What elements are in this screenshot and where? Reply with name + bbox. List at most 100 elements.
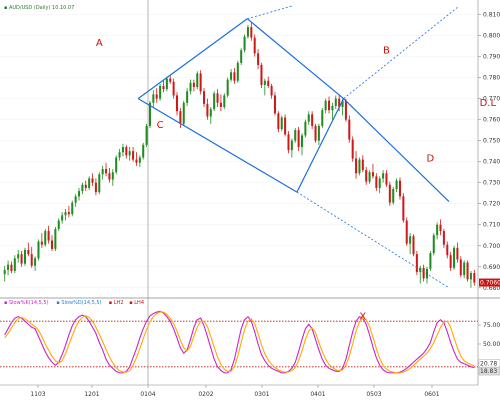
trendline-b <box>246 18 344 100</box>
candle-body <box>250 27 253 38</box>
candle-body <box>473 273 476 283</box>
bearish-candle <box>105 162 108 177</box>
candle-body <box>378 178 381 188</box>
candle-body <box>240 50 243 63</box>
oscillator-series-line <box>4 311 475 374</box>
candle-body <box>135 159 138 163</box>
bullish-candle <box>395 178 398 193</box>
bearish-candle <box>94 178 97 196</box>
bearish-candle <box>27 242 30 257</box>
candle-body <box>219 102 222 108</box>
candle-body <box>324 100 327 111</box>
candle-body <box>284 117 287 135</box>
oscillator-legend: ▪ Slow%K(14,5,5) ▪ Slow%D(14,5,5) ▪ LH2 ▪ L… <box>4 300 144 306</box>
bullish-candle <box>138 155 141 167</box>
candle-body <box>246 27 249 37</box>
candle-body <box>13 258 16 271</box>
bullish-candle <box>145 123 148 147</box>
bullish-candle <box>121 143 124 157</box>
bullish-candle <box>152 90 155 108</box>
candle-body <box>436 224 439 236</box>
candle-body <box>44 231 47 245</box>
candle-body <box>300 135 304 147</box>
bullish-candle <box>378 176 381 194</box>
candle-body <box>182 102 185 124</box>
candle-body <box>10 264 13 271</box>
bearish-candle <box>466 260 469 282</box>
candle-body <box>50 240 54 249</box>
bearish-candle <box>47 225 50 244</box>
candle-body <box>223 95 226 108</box>
bullish-candle <box>392 186 395 205</box>
candle-body <box>331 105 334 111</box>
candle-body <box>290 140 293 151</box>
bullish-candle <box>432 233 435 256</box>
candle-body <box>442 231 445 245</box>
bullish-candle <box>44 228 47 247</box>
candle-body <box>98 174 101 193</box>
candle-body <box>463 262 466 276</box>
candle-body <box>148 102 151 126</box>
bullish-candle <box>111 169 114 186</box>
pattern-label: D.L <box>480 98 497 109</box>
price-panel: ▪ AUD/USD (Daily) 10.10.07 A B C D D.L 0.810… <box>0 0 500 385</box>
bullish-candle <box>34 256 37 271</box>
candle-body <box>179 111 182 124</box>
bearish-candle <box>385 170 388 187</box>
trendline-d <box>296 98 345 193</box>
bearish-candle <box>67 205 70 218</box>
bearish-candle <box>328 96 331 114</box>
bearish-candle <box>361 155 364 173</box>
candle-body <box>412 236 415 255</box>
bullish-candle <box>240 48 243 65</box>
candle-body <box>314 125 317 141</box>
bullish-candle <box>64 208 67 221</box>
candle-body <box>172 81 175 96</box>
price-tag-box <box>479 278 500 287</box>
bearish-candle <box>135 152 138 166</box>
bearish-candle <box>405 217 408 246</box>
bullish-candle <box>17 249 20 263</box>
instrument-header: ▪ AUD/USD (Daily) 10.10.07 <box>4 5 74 11</box>
x-tick-label: 0202 <box>198 391 213 398</box>
candle-body <box>125 146 128 156</box>
candle-body <box>61 215 64 221</box>
bullish-candle <box>304 119 307 138</box>
bearish-candle <box>442 228 445 248</box>
candle-body <box>392 188 395 203</box>
bullish-candle <box>115 155 118 175</box>
candle-body <box>297 130 300 147</box>
bearish-candle <box>375 173 378 192</box>
bearish-candle <box>314 123 317 143</box>
bearish-candle <box>155 88 158 103</box>
pattern-label: C <box>157 120 164 131</box>
bearish-candle <box>273 92 276 116</box>
x-tick-label: 0601 <box>424 391 439 398</box>
bullish-candle <box>409 233 412 255</box>
bullish-candle <box>226 77 229 98</box>
bullish-candle <box>358 157 361 176</box>
bullish-candle <box>128 146 131 161</box>
candle-body <box>361 159 364 171</box>
bullish-candle <box>189 79 192 95</box>
bearish-candle <box>365 166 368 185</box>
bearish-candle <box>439 219 442 236</box>
candle-body <box>466 262 469 280</box>
candle-body <box>263 80 266 85</box>
pattern-label: D <box>427 154 435 165</box>
bullish-candle <box>165 76 168 92</box>
candle-body <box>84 184 87 188</box>
candle-body <box>233 72 236 81</box>
candle-body <box>365 170 368 182</box>
bullish-candle <box>429 251 432 271</box>
candlestick-series <box>3 22 476 288</box>
bearish-candle <box>216 89 219 108</box>
bearish-candle <box>459 256 462 278</box>
candle-body <box>334 98 337 106</box>
bearish-candle <box>20 251 23 267</box>
